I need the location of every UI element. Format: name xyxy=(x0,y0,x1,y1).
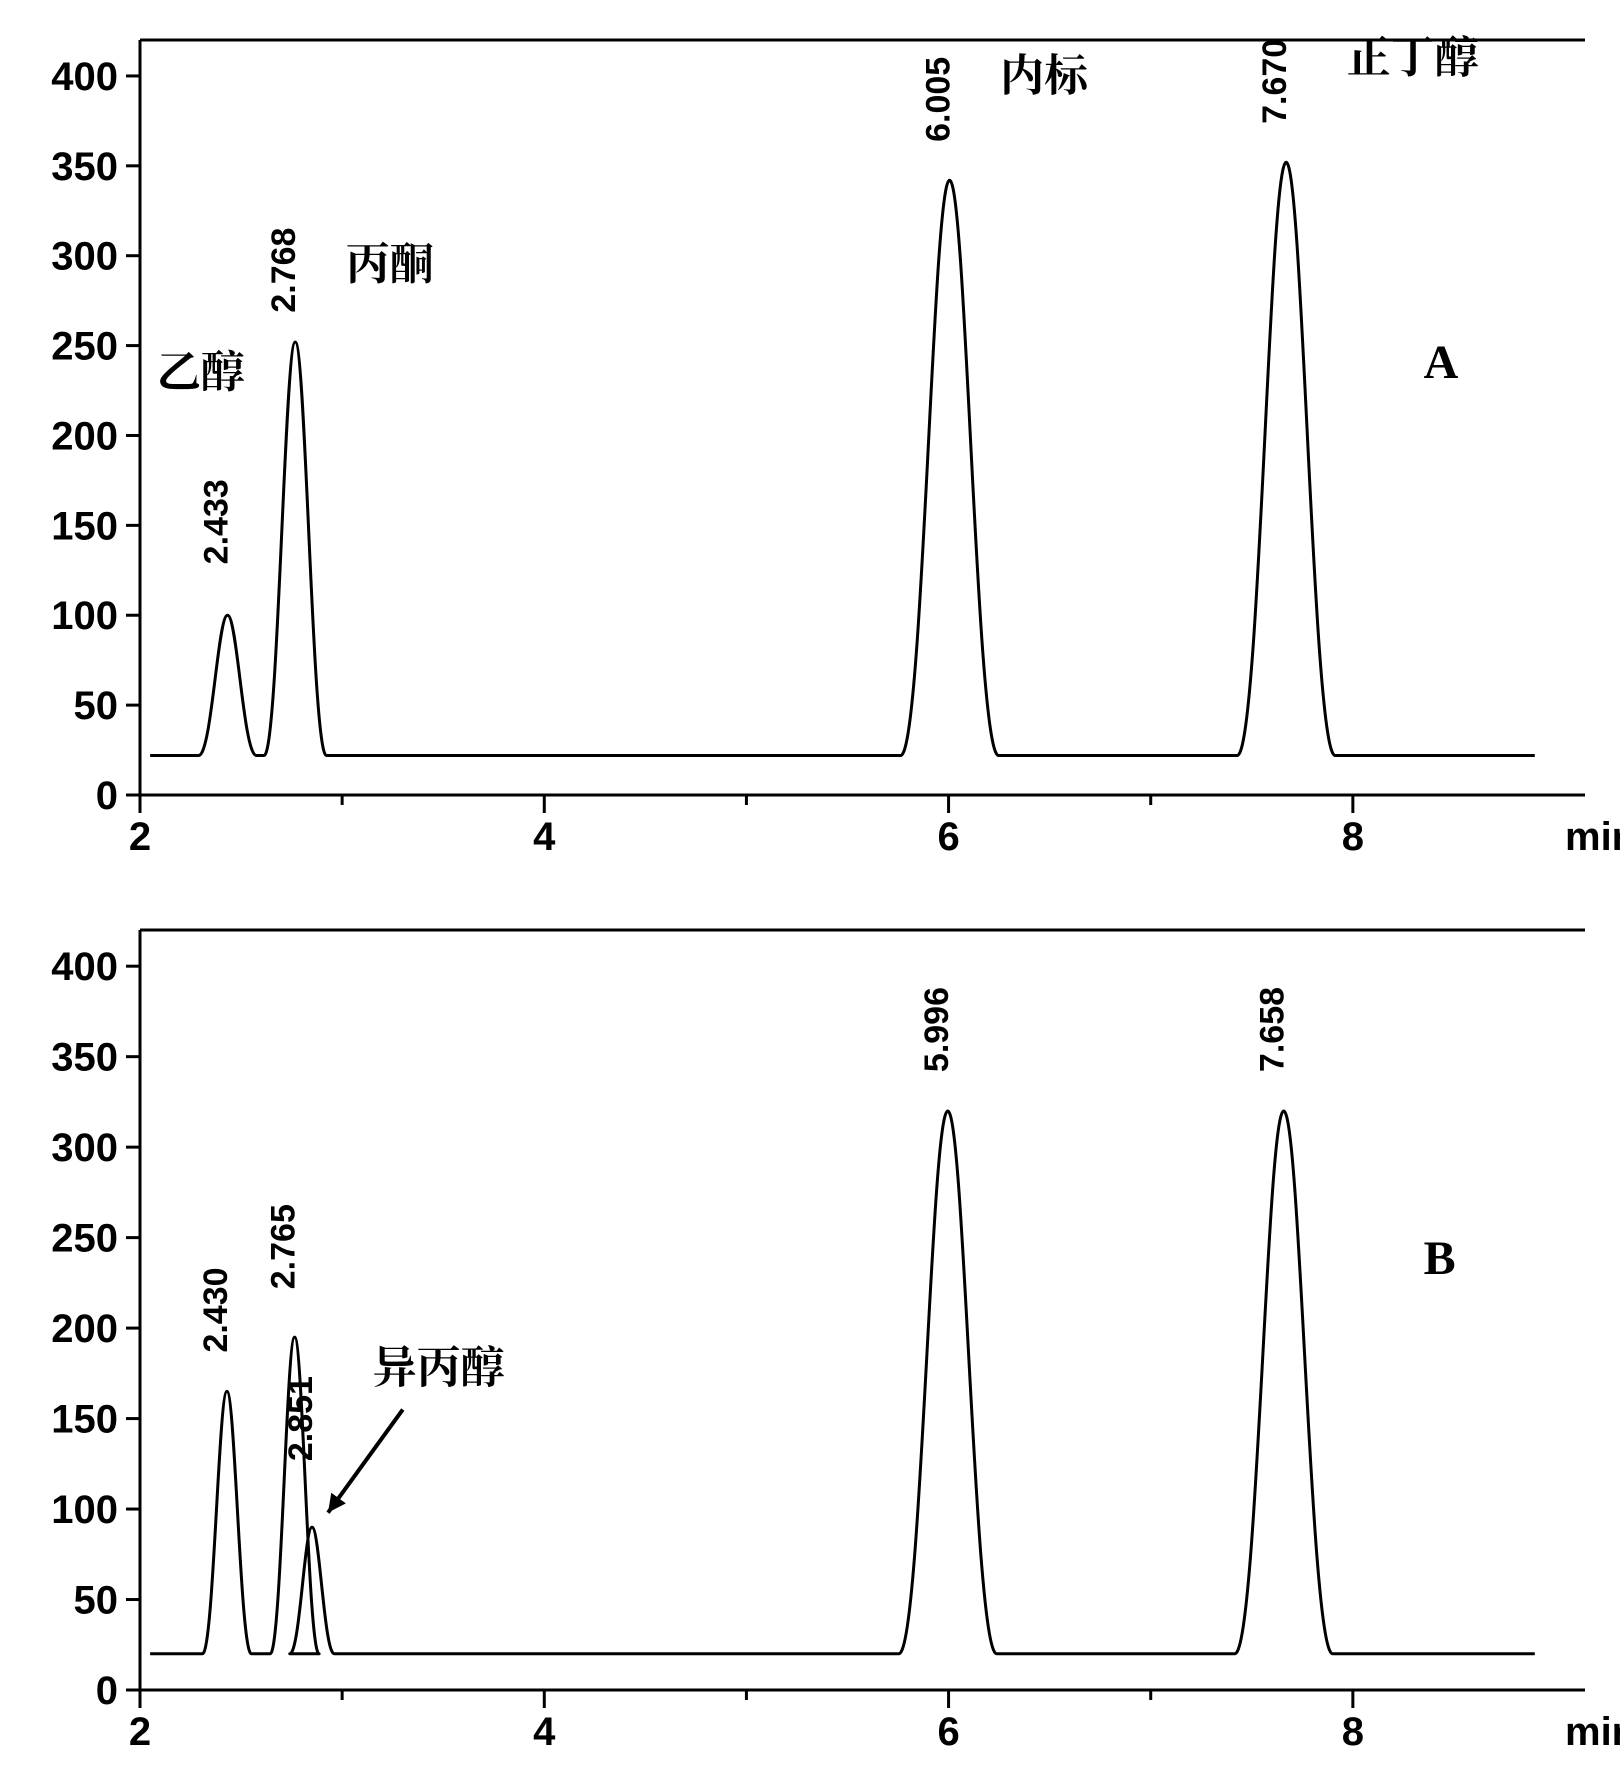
x-tick-label: 2 xyxy=(129,815,151,859)
x-axis-unit: mir xyxy=(1565,815,1620,859)
y-tick-label: 300 xyxy=(51,235,118,279)
y-tick-label: 0 xyxy=(96,774,118,818)
y-tick-label: 50 xyxy=(74,1579,119,1623)
y-tick-label: 200 xyxy=(51,414,118,458)
peak-retention-time: 2.768 xyxy=(265,228,303,313)
peak-retention-time: 2.433 xyxy=(198,479,236,564)
chromatogram-trace xyxy=(150,1111,1535,1654)
x-tick-label: 4 xyxy=(533,815,556,859)
peak-compound-name: 正丁醇 xyxy=(1347,21,1479,85)
panel-label: A xyxy=(1424,336,1459,389)
y-tick-label: 350 xyxy=(51,1036,118,1080)
x-tick-label: 6 xyxy=(937,815,959,859)
chromatogram-figure: 0501001502002503003504002468mir2.433乙醇2.… xyxy=(0,0,1620,1787)
peak-retention-time: 5.996 xyxy=(918,987,956,1072)
figure-root: 0501001502002503003504002468mir2.433乙醇2.… xyxy=(0,0,1620,1787)
y-tick-label: 150 xyxy=(51,1398,118,1442)
y-tick-label: 350 xyxy=(51,145,118,189)
x-tick-label: 2 xyxy=(129,1710,151,1754)
y-tick-label: 300 xyxy=(51,1126,118,1170)
peak-retention-time: 7.658 xyxy=(1254,987,1292,1072)
y-tick-label: 100 xyxy=(51,1488,118,1532)
y-tick-label: 100 xyxy=(51,594,118,638)
y-tick-label: 150 xyxy=(51,504,118,548)
annotation-arrow xyxy=(328,1410,403,1513)
y-tick-label: 400 xyxy=(51,55,118,99)
peak-retention-time: 7.670 xyxy=(1256,39,1294,124)
peak-compound-name: 乙醇 xyxy=(157,336,245,400)
x-tick-label: 8 xyxy=(1342,815,1364,859)
y-tick-label: 250 xyxy=(51,325,118,369)
x-axis-unit: mir xyxy=(1565,1710,1620,1754)
x-tick-label: 6 xyxy=(937,1710,959,1754)
peak-compound-name: 内标 xyxy=(1000,39,1091,103)
annotation-arrowhead xyxy=(328,1493,346,1513)
y-tick-label: 400 xyxy=(51,945,118,989)
panel-label: B xyxy=(1424,1232,1456,1285)
peak-retention-time: 2.765 xyxy=(265,1204,303,1289)
x-tick-label: 8 xyxy=(1342,1710,1364,1754)
y-tick-label: 250 xyxy=(51,1217,118,1261)
y-tick-label: 50 xyxy=(74,684,119,728)
y-tick-label: 0 xyxy=(96,1669,118,1713)
x-tick-label: 4 xyxy=(533,1710,556,1754)
peak-retention-time: 6.005 xyxy=(920,57,958,142)
peak-retention-time: 2.851 xyxy=(282,1376,320,1461)
y-tick-label: 200 xyxy=(51,1307,118,1351)
peak-compound-name: 异丙醇 xyxy=(373,1331,505,1395)
peak-compound-name: 丙酮 xyxy=(346,228,434,292)
peak-retention-time: 2.430 xyxy=(197,1267,235,1352)
